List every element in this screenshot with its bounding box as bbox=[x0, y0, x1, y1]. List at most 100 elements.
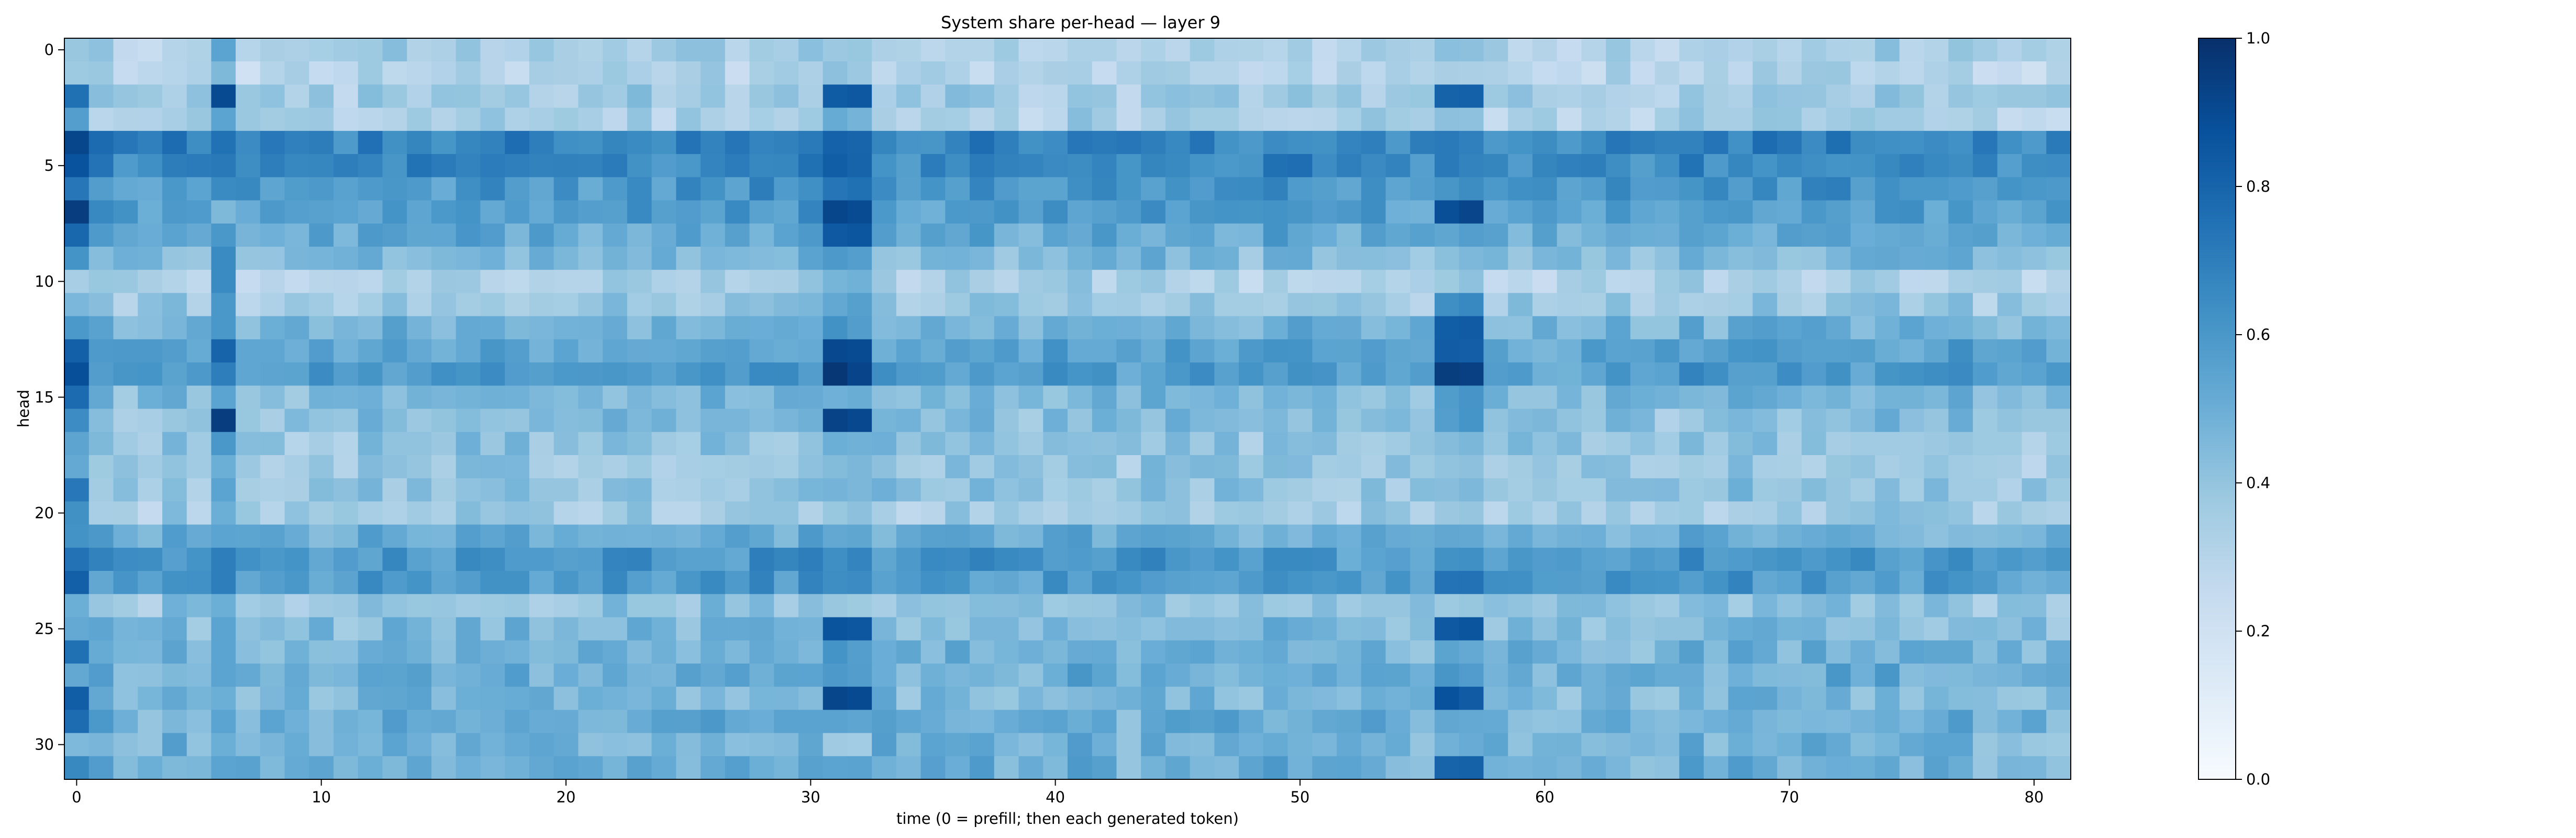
heatmap-cell bbox=[1337, 316, 1362, 340]
heatmap-cell bbox=[920, 663, 946, 687]
heatmap-cell bbox=[1214, 38, 1239, 62]
heatmap-cell bbox=[1728, 107, 1753, 131]
heatmap-cell bbox=[603, 61, 628, 85]
heatmap-cell bbox=[1141, 84, 1166, 108]
heatmap-cell bbox=[1018, 270, 1043, 294]
heatmap-cell bbox=[749, 687, 774, 710]
heatmap-cell bbox=[2046, 501, 2071, 525]
heatmap-cell bbox=[1214, 733, 1239, 757]
heatmap-cell bbox=[1899, 547, 1925, 571]
heatmap-cell bbox=[505, 455, 530, 479]
heatmap-cell bbox=[113, 501, 138, 525]
chart-title: System share per-head — layer 9 bbox=[941, 13, 1220, 32]
heatmap-cell bbox=[334, 154, 359, 178]
heatmap-cell bbox=[578, 594, 603, 618]
heatmap-cell bbox=[823, 617, 848, 641]
heatmap-cell bbox=[505, 246, 530, 270]
heatmap-cell bbox=[1239, 501, 1264, 525]
heatmap-cell bbox=[1190, 177, 1215, 201]
heatmap-cell bbox=[1434, 200, 1460, 224]
heatmap-cell bbox=[162, 432, 187, 456]
heatmap-cell bbox=[1630, 223, 1656, 247]
heatmap-cell bbox=[284, 501, 309, 525]
heatmap-cell bbox=[1043, 478, 1068, 502]
heatmap-cell bbox=[749, 61, 774, 85]
heatmap-cell bbox=[970, 61, 995, 85]
heatmap-cell bbox=[1263, 293, 1289, 317]
heatmap-cell bbox=[896, 293, 921, 317]
heatmap-cell bbox=[676, 316, 701, 340]
heatmap-cell bbox=[260, 38, 285, 62]
heatmap-cell bbox=[945, 687, 970, 710]
heatmap-cell bbox=[1557, 432, 1582, 456]
heatmap-cell bbox=[1826, 154, 1851, 178]
heatmap-cell bbox=[1777, 339, 1802, 363]
heatmap-cell bbox=[1655, 293, 1680, 317]
heatmap-cell bbox=[334, 501, 359, 525]
heatmap-cell bbox=[1361, 339, 1386, 363]
heatmap-cell bbox=[1875, 293, 1900, 317]
heatmap-cell bbox=[994, 617, 1019, 641]
x-tick-label: 0 bbox=[72, 788, 81, 806]
heatmap-cell bbox=[2046, 385, 2071, 410]
heatmap-cell bbox=[284, 270, 309, 294]
heatmap-cell bbox=[1483, 663, 1508, 687]
heatmap-cell bbox=[701, 130, 726, 155]
heatmap-cell bbox=[113, 733, 138, 757]
heatmap-cell bbox=[994, 339, 1019, 363]
heatmap-cell bbox=[1752, 362, 1778, 386]
heatmap-cell bbox=[1190, 524, 1215, 548]
heatmap-cell bbox=[456, 38, 481, 62]
heatmap-cell bbox=[1092, 223, 1117, 247]
heatmap-cell bbox=[407, 617, 432, 641]
heatmap-cell bbox=[1385, 200, 1411, 224]
heatmap-cell bbox=[896, 710, 921, 734]
heatmap-cell bbox=[113, 478, 138, 502]
heatmap-cell bbox=[823, 547, 848, 571]
heatmap-cell bbox=[1068, 478, 1093, 502]
heatmap-cell bbox=[1361, 246, 1386, 270]
heatmap-cell bbox=[701, 594, 726, 618]
heatmap-cell bbox=[1899, 594, 1925, 618]
heatmap-cell bbox=[1704, 501, 1729, 525]
heatmap-cell bbox=[1043, 733, 1068, 757]
heatmap-cell bbox=[1875, 385, 1900, 410]
heatmap-cell bbox=[1728, 316, 1753, 340]
heatmap-cell bbox=[896, 339, 921, 363]
heatmap-cell bbox=[676, 339, 701, 363]
heatmap-cell bbox=[1385, 154, 1411, 178]
heatmap-cell bbox=[749, 339, 774, 363]
heatmap-cell bbox=[382, 339, 407, 363]
heatmap-cell bbox=[1165, 177, 1191, 201]
heatmap-cell bbox=[1263, 38, 1289, 62]
heatmap-cell bbox=[970, 756, 995, 780]
heatmap-cell bbox=[1557, 246, 1582, 270]
heatmap-cell bbox=[1606, 223, 1631, 247]
heatmap-cell bbox=[1508, 432, 1533, 456]
heatmap-cell bbox=[88, 223, 114, 247]
heatmap-cell bbox=[1679, 687, 1704, 710]
heatmap-cell bbox=[236, 432, 261, 456]
heatmap-cell bbox=[1655, 61, 1680, 85]
heatmap-cell bbox=[1850, 687, 1875, 710]
heatmap-cell bbox=[1190, 293, 1215, 317]
heatmap-cell bbox=[872, 409, 897, 433]
heatmap-cell bbox=[847, 409, 872, 433]
heatmap-cell bbox=[260, 501, 285, 525]
heatmap-cell bbox=[798, 107, 824, 131]
heatmap-cell bbox=[896, 409, 921, 433]
heatmap-cell bbox=[1948, 38, 1973, 62]
heatmap-cell bbox=[186, 571, 212, 594]
heatmap-cell bbox=[1581, 223, 1606, 247]
heatmap-cell bbox=[1141, 130, 1166, 155]
heatmap-cell bbox=[1190, 617, 1215, 641]
heatmap-cell bbox=[651, 339, 676, 363]
heatmap-cell bbox=[1801, 385, 1827, 410]
heatmap-cell bbox=[1239, 177, 1264, 201]
heatmap-cell bbox=[1361, 524, 1386, 548]
heatmap-cell bbox=[553, 524, 579, 548]
heatmap-cell bbox=[1018, 362, 1043, 386]
heatmap-cell bbox=[749, 756, 774, 780]
heatmap-cell bbox=[1337, 61, 1362, 85]
heatmap-cell bbox=[945, 710, 970, 734]
